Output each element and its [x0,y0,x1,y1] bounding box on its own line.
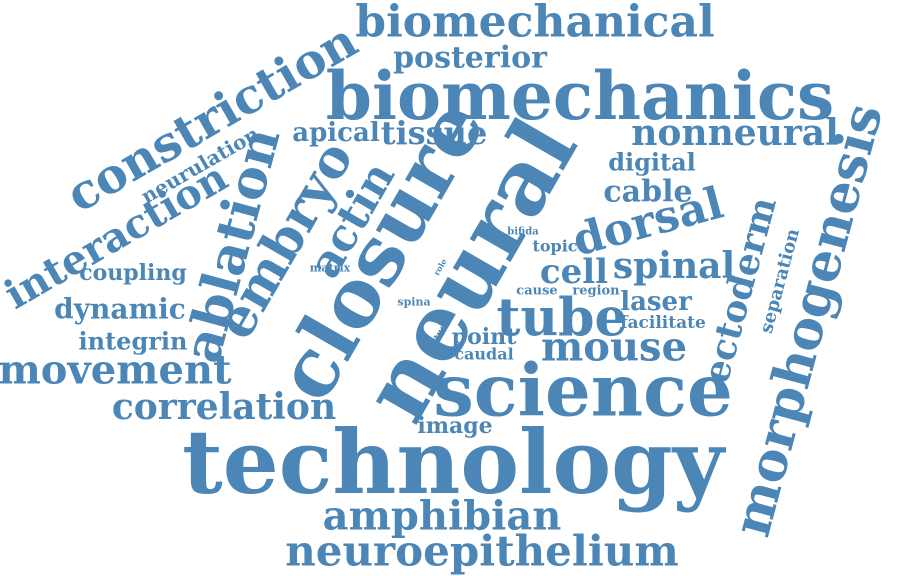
word-cell: cell [540,252,608,292]
word-spinal: spinal [613,245,735,287]
word-correlation: correlation [112,386,336,428]
word-topic: topic [532,237,577,256]
word-digital: digital [608,148,696,177]
word-point: point [452,324,517,350]
word-science: science [433,348,733,433]
word-caudal: caudal [454,345,513,364]
word-biomechanics: biomechanics [326,57,834,135]
word-technology: technology [182,410,727,514]
word-amphibian: amphibian [323,493,562,540]
word-nonneural: nonneural [631,112,839,154]
word-region: region [572,284,620,299]
word-biomechanical: biomechanical [355,0,714,48]
word-apical: apical [292,118,380,148]
word-coupling: coupling [79,260,187,286]
word-neuroepithelium: neuroepithelium [285,527,679,576]
word-laser: laser [620,287,692,317]
word-spina: spina [397,296,430,309]
word-image: image [417,413,492,439]
word-posterior: posterior [393,41,548,76]
word-integrin: integrin [79,327,188,356]
word-dynamic: dynamic [54,293,186,326]
word-cable: cable [603,175,692,210]
word-matrix: matrix [310,262,351,275]
word-movement: movement [0,347,232,394]
word-facilitate: facilitate [620,313,706,333]
word-tissue: tissue [381,114,488,152]
word-mouse: mouse [541,324,687,371]
word-cause: cause [516,284,557,299]
word-tube: tube [496,288,627,349]
word-bifida: bifida [507,227,539,238]
